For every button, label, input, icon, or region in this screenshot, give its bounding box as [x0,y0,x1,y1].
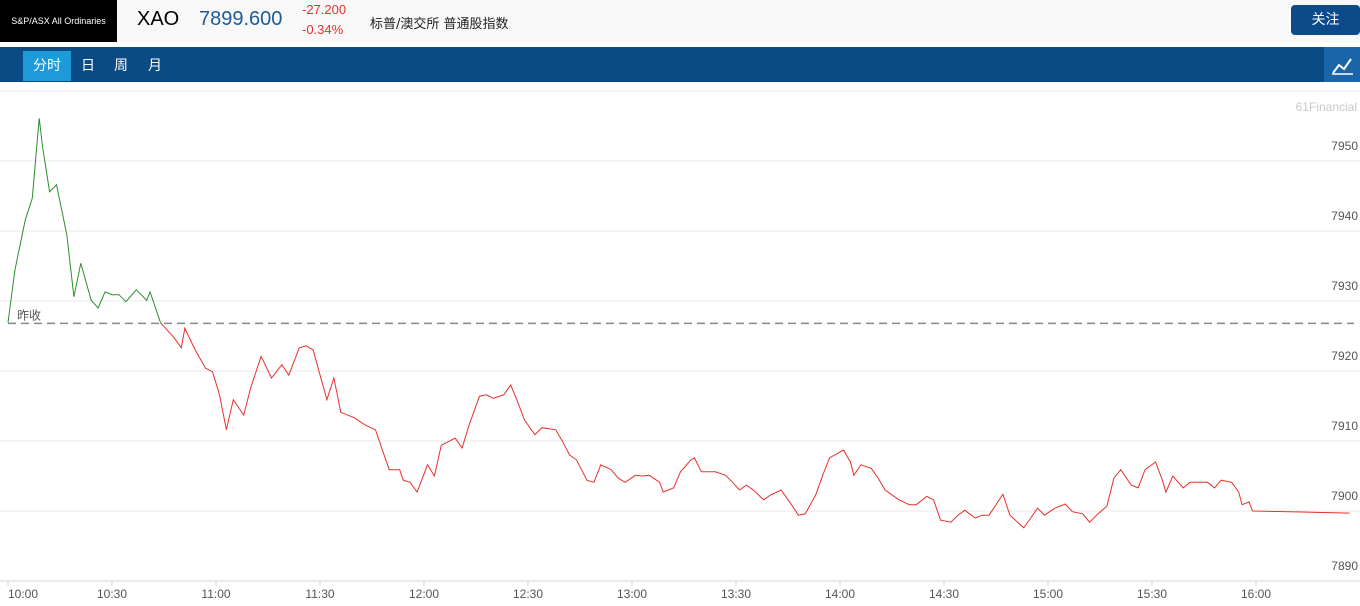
tab[interactable]: 分时 [23,51,71,81]
change: -27.200 [302,2,347,17]
x-tick-label: 16:00 [1241,587,1271,601]
y-tick-label: 7900 [1331,489,1358,503]
tab[interactable]: 月 [148,58,162,74]
x-tick-label: 15:00 [1033,587,1063,601]
x-tick-label: 14:00 [825,587,855,601]
x-tick-label: 15:30 [1137,587,1167,601]
y-tick-label: 7950 [1331,139,1358,153]
x-tick-label: 12:00 [409,587,439,601]
chart: 7890 7900 7910 7920 7930 7940 7950 10:00 10:30 11… [0,90,1360,601]
index-name: 标普/澳交所 普通股指数 [370,17,509,32]
x-tick-label: 11:00 [201,587,230,601]
nav-bar: 分时 日 周 月 [0,47,1360,82]
tab[interactable]: 日 [81,58,95,74]
change-pct: -0.34% [302,22,344,37]
icon-graphic [1332,58,1353,75]
y-tick-label: 7940 [1331,209,1358,223]
y-tick-label: 7920 [1331,349,1358,363]
x-tick-label: 11:30 [305,587,334,601]
x-tick-label: 14:30 [929,587,959,601]
x-tick-label: 10:00 [8,587,38,601]
y-tick-label: 7910 [1331,419,1358,433]
reference-label: 昨收 [17,308,41,322]
watermark: 61Financial [1295,100,1357,114]
logo: S&P/ASX All Ordinaries [0,0,117,42]
x-tick-label: 13:00 [617,587,647,601]
header: S&P/ASX All Ordinaries XAO 7899.600 -27.… [0,0,1360,42]
follow-button[interactable]: 关注 [1291,5,1360,35]
price-line [7,118,161,323]
y-tick-label: 7930 [1331,279,1358,293]
x-tick-label: 13:30 [721,587,751,601]
price-line [160,322,1350,529]
chart-icon[interactable] [1324,47,1360,82]
y-tick-label: 7890 [1331,559,1358,573]
price: 7899.600 [199,8,283,30]
symbol: XAO [137,8,180,30]
tab[interactable]: 周 [114,58,128,74]
x-tick-label: 12:30 [513,587,543,601]
x-tick-label: 10:30 [97,587,127,601]
